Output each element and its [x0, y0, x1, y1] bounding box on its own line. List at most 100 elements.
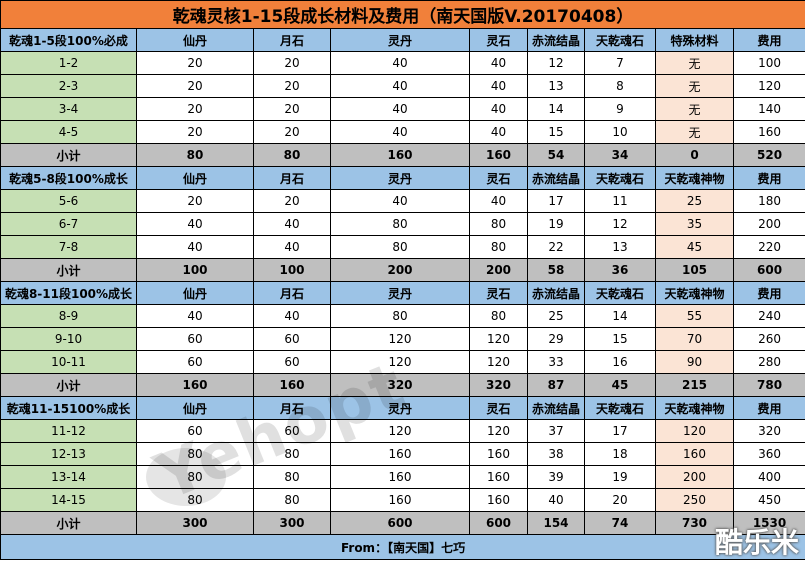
section-title: 乾魂11-15100%成长 — [0, 396, 137, 420]
subtotal-cell: 100 — [136, 258, 254, 282]
value-cell: 60 — [253, 327, 331, 351]
column-header: 费用 — [732, 166, 805, 190]
column-header: 月石 — [253, 281, 331, 305]
table-row: 8-9 40 40 80 80 25 14 55 240 — [0, 304, 805, 328]
column-header: 月石 — [253, 396, 331, 420]
value-cell: 120 — [469, 419, 528, 443]
special-material-cell: 45 — [655, 235, 734, 259]
value-cell: 40 — [253, 212, 331, 236]
column-header: 灵丹 — [330, 28, 470, 52]
value-cell: 20 — [253, 189, 331, 213]
column-header: 灵丹 — [330, 166, 470, 190]
table-row: 14-15 80 80 160 160 40 20 250 450 — [0, 488, 805, 512]
column-header: 天乾魂石 — [584, 166, 656, 190]
value-cell: 180 — [732, 189, 805, 213]
subtotal-cell: 320 — [469, 373, 528, 397]
special-material-cell: 250 — [655, 488, 734, 512]
table-row: 10-11 60 60 120 120 33 16 90 280 — [0, 350, 805, 374]
value-cell: 40 — [527, 488, 585, 512]
title-row: 乾魂灵核1-15段成长材料及费用（南天国版V.20170408） — [0, 0, 805, 29]
subtotal-cell: 80 — [136, 143, 254, 167]
subtotal-cell: 600 — [732, 258, 805, 282]
table-row: 11-12 60 60 120 120 37 17 120 320 — [0, 419, 805, 443]
stage-label: 8-9 — [0, 304, 137, 328]
value-cell: 17 — [527, 189, 585, 213]
value-cell: 20 — [584, 488, 656, 512]
value-cell: 16 — [584, 350, 656, 374]
special-material-cell: 90 — [655, 350, 734, 374]
value-cell: 60 — [253, 419, 331, 443]
value-cell: 20 — [136, 74, 254, 98]
table-row: 3-4 20 20 40 40 14 9 无 140 — [0, 97, 805, 121]
subtotal-label: 小计 — [0, 143, 137, 167]
stage-label: 3-4 — [0, 97, 137, 121]
section-title: 乾魂8-11段100%成长 — [0, 281, 137, 305]
value-cell: 80 — [253, 442, 331, 466]
value-cell: 80 — [253, 465, 331, 489]
column-header: 天乾魂神物 — [655, 396, 734, 420]
value-cell: 40 — [330, 120, 470, 144]
stage-label: 10-11 — [0, 350, 137, 374]
column-header: 月石 — [253, 28, 331, 52]
special-material-cell: 25 — [655, 189, 734, 213]
value-cell: 20 — [253, 74, 331, 98]
column-header: 仙丹 — [136, 396, 254, 420]
special-material-cell: 无 — [655, 97, 734, 121]
value-cell: 20 — [253, 97, 331, 121]
stage-label: 11-12 — [0, 419, 137, 443]
value-cell: 320 — [732, 419, 805, 443]
column-header: 赤流结晶 — [527, 396, 585, 420]
special-material-cell: 无 — [655, 51, 734, 75]
value-cell: 20 — [253, 120, 331, 144]
stage-label: 2-3 — [0, 74, 137, 98]
value-cell: 80 — [136, 488, 254, 512]
value-cell: 12 — [527, 51, 585, 75]
value-cell: 60 — [253, 350, 331, 374]
value-cell: 120 — [330, 419, 470, 443]
value-cell: 160 — [330, 465, 470, 489]
subtotal-cell: 520 — [732, 143, 805, 167]
subtotal-cell: 160 — [253, 373, 331, 397]
value-cell: 40 — [253, 304, 331, 328]
value-cell: 22 — [527, 235, 585, 259]
value-cell: 9 — [584, 97, 656, 121]
value-cell: 17 — [584, 419, 656, 443]
stage-label: 1-2 — [0, 51, 137, 75]
subtotal-cell: 160 — [330, 143, 470, 167]
value-cell: 15 — [527, 120, 585, 144]
value-cell: 80 — [330, 304, 470, 328]
subtotal-label: 小计 — [0, 258, 137, 282]
value-cell: 40 — [469, 120, 528, 144]
value-cell: 40 — [469, 51, 528, 75]
value-cell: 33 — [527, 350, 585, 374]
value-cell: 80 — [136, 465, 254, 489]
stage-label: 12-13 — [0, 442, 137, 466]
column-header: 灵石 — [469, 28, 528, 52]
column-header: 灵石 — [469, 166, 528, 190]
subtotal-cell: 100 — [253, 258, 331, 282]
value-cell: 29 — [527, 327, 585, 351]
subtotal-cell: 1530 — [732, 511, 805, 535]
column-header: 天乾魂石 — [584, 281, 656, 305]
special-material-cell: 120 — [655, 419, 734, 443]
subtotal-cell: 200 — [330, 258, 470, 282]
value-cell: 40 — [136, 212, 254, 236]
value-cell: 37 — [527, 419, 585, 443]
value-cell: 40 — [469, 97, 528, 121]
value-cell: 120 — [330, 350, 470, 374]
subtotal-cell: 600 — [469, 511, 528, 535]
subtotal-cell: 300 — [136, 511, 254, 535]
value-cell: 360 — [732, 442, 805, 466]
value-cell: 160 — [330, 442, 470, 466]
value-cell: 20 — [253, 51, 331, 75]
special-material-cell: 无 — [655, 120, 734, 144]
value-cell: 80 — [469, 304, 528, 328]
table-row: 6-7 40 40 80 80 19 12 35 200 — [0, 212, 805, 236]
value-cell: 8 — [584, 74, 656, 98]
subtotal-cell: 154 — [527, 511, 585, 535]
column-header: 仙丹 — [136, 281, 254, 305]
subtotal-cell: 58 — [527, 258, 585, 282]
stage-label: 4-5 — [0, 120, 137, 144]
value-cell: 20 — [136, 97, 254, 121]
